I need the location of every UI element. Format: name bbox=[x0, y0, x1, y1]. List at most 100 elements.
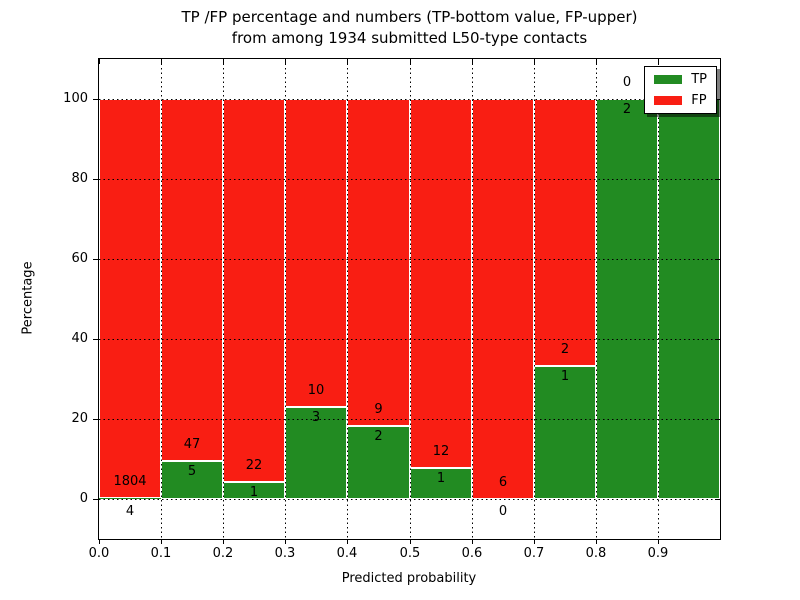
y-tick-mark-right bbox=[715, 259, 720, 260]
gridline-horizontal bbox=[99, 339, 720, 340]
x-tick-mark-top bbox=[285, 59, 286, 64]
chart-title-line2: from among 1934 submitted L50-type conta… bbox=[231, 29, 588, 47]
y-tick-mark bbox=[93, 419, 98, 420]
y-tick-label: 100 bbox=[63, 91, 88, 106]
plot-area: TP FP 180444752211039212160210203 bbox=[93, 58, 721, 544]
y-tick-mark-right bbox=[715, 99, 720, 100]
gridline-horizontal bbox=[99, 499, 720, 500]
y-tick-mark bbox=[93, 99, 98, 100]
bar-segment-tp bbox=[347, 426, 410, 499]
gridline-vertical bbox=[596, 59, 597, 539]
x-tick-label: 0.1 bbox=[150, 546, 172, 561]
gridline-vertical bbox=[534, 59, 535, 539]
bar-segment-fp bbox=[99, 99, 161, 499]
bar-label-tp: 3 bbox=[311, 409, 321, 425]
bar-label-fp: 0 bbox=[622, 75, 632, 90]
bar-segment-tp bbox=[99, 498, 161, 499]
x-tick-mark bbox=[534, 539, 535, 544]
x-tick-mark-top bbox=[223, 59, 224, 64]
bar-label-tp: 1 bbox=[249, 484, 259, 500]
bar-label-tp: 0 bbox=[498, 504, 508, 519]
bar-label-fp: 2 bbox=[560, 341, 570, 357]
bar-segment-tp bbox=[410, 468, 472, 499]
x-tick-mark bbox=[658, 539, 659, 544]
bar-label-tp: 4 bbox=[125, 504, 135, 519]
x-tick-mark bbox=[223, 539, 224, 544]
bar-segment-fp bbox=[410, 99, 472, 469]
x-tick-mark bbox=[161, 539, 162, 544]
y-tick-label: 0 bbox=[79, 491, 88, 506]
legend-label-fp: FP bbox=[691, 93, 707, 108]
bar-segment-tp bbox=[285, 407, 347, 499]
x-tick-mark-top bbox=[410, 59, 411, 64]
x-tick-mark-top bbox=[472, 59, 473, 64]
y-axis-label: Percentage bbox=[20, 261, 36, 335]
y-tick-mark bbox=[93, 259, 98, 260]
x-tick-mark-top bbox=[658, 59, 659, 64]
x-tick-mark-top bbox=[534, 59, 535, 64]
bar-label-fp: 6 bbox=[498, 475, 508, 490]
gridline-vertical bbox=[285, 59, 286, 539]
bar-segment-tp bbox=[596, 99, 658, 499]
x-tick-mark bbox=[596, 539, 597, 544]
x-tick-mark-top bbox=[99, 59, 100, 64]
gridline-horizontal bbox=[99, 99, 720, 100]
legend-swatch-fp bbox=[654, 96, 683, 105]
bar-segment-fp bbox=[223, 99, 285, 482]
gridline-vertical bbox=[347, 59, 348, 539]
bar-label-tp: 1 bbox=[436, 471, 446, 487]
gridline-horizontal bbox=[99, 179, 720, 180]
bar-label-tp: 1 bbox=[560, 368, 570, 384]
x-tick-mark bbox=[410, 539, 411, 544]
bar-label-tp: 2 bbox=[374, 429, 383, 445]
gridline-vertical bbox=[472, 59, 473, 539]
gridline-vertical bbox=[658, 59, 659, 539]
x-tick-mark bbox=[472, 539, 473, 544]
y-tick-mark-right bbox=[715, 419, 720, 420]
bar-segment-fp bbox=[534, 99, 596, 366]
gridline-vertical bbox=[410, 59, 411, 539]
y-tick-label: 20 bbox=[71, 411, 88, 426]
bar-label-fp: 10 bbox=[307, 382, 325, 398]
legend-entry-fp: FP bbox=[654, 94, 707, 107]
x-tick-label: 0.3 bbox=[274, 546, 296, 561]
x-tick-label: 0.4 bbox=[336, 546, 358, 561]
gridline-vertical bbox=[161, 59, 162, 539]
x-tick-mark bbox=[99, 539, 100, 544]
gridline-vertical bbox=[223, 59, 224, 539]
bar-label-fp: 47 bbox=[183, 436, 201, 452]
x-tick-label: 0.6 bbox=[461, 546, 483, 561]
legend-label-tp: TP bbox=[691, 72, 707, 87]
x-axis-label: Predicted probability bbox=[341, 571, 477, 586]
y-tick-mark-right bbox=[715, 499, 720, 500]
bar-label-fp: 12 bbox=[432, 444, 450, 460]
bar-label-tp: 2 bbox=[622, 102, 632, 117]
x-tick-label: 0.2 bbox=[212, 546, 234, 561]
bar-segment-fp bbox=[161, 99, 223, 461]
chart-title: TP /FP percentage and numbers (TP-bottom… bbox=[99, 7, 720, 49]
y-tick-label: 60 bbox=[71, 251, 88, 266]
y-tick-label: 80 bbox=[71, 171, 88, 186]
x-tick-label: 0.8 bbox=[585, 546, 607, 561]
y-tick-mark bbox=[93, 499, 98, 500]
bar-label-fp: 9 bbox=[374, 402, 383, 418]
bar-segment-fp bbox=[472, 99, 534, 499]
bar-label-tp: 5 bbox=[187, 463, 197, 479]
x-tick-mark bbox=[347, 539, 348, 544]
bar-label-fp: 1804 bbox=[113, 474, 147, 490]
y-tick-mark-right bbox=[715, 339, 720, 340]
bar-segment-fp bbox=[285, 99, 347, 407]
x-tick-mark-top bbox=[596, 59, 597, 64]
gridline-horizontal bbox=[99, 419, 720, 420]
x-tick-mark-top bbox=[161, 59, 162, 64]
bar-label-fp: 22 bbox=[245, 457, 263, 473]
chart-title-line1: TP /FP percentage and numbers (TP-bottom… bbox=[181, 8, 638, 26]
bar-segment-tp bbox=[658, 99, 720, 499]
y-tick-label: 40 bbox=[71, 331, 88, 346]
y-tick-mark bbox=[93, 339, 98, 340]
x-tick-mark bbox=[285, 539, 286, 544]
y-tick-mark bbox=[93, 179, 98, 180]
x-tick-label: 0.7 bbox=[523, 546, 545, 561]
legend-entry-tp: TP bbox=[654, 73, 707, 86]
